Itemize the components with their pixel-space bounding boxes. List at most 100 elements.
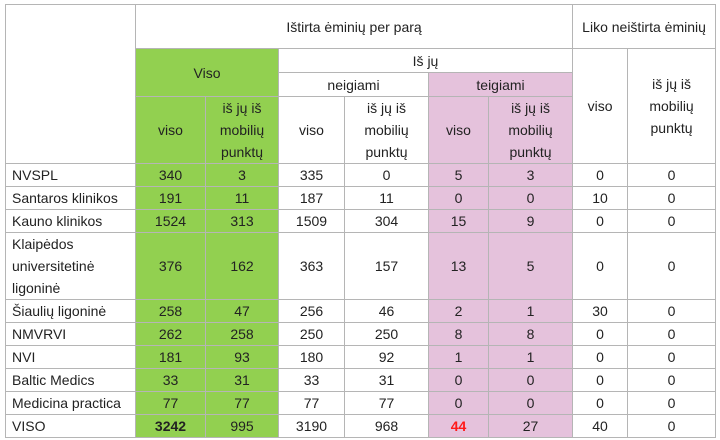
row-label: NVI [5,345,136,369]
value-cell: 258 [135,299,206,323]
value-cell: 13 [428,232,489,300]
value-cell: 2 [428,299,489,323]
value-cell: 0 [572,345,629,369]
value-cell: 162 [205,232,279,300]
value-cell: 47 [205,299,279,323]
value-cell: 181 [135,345,206,369]
header-cell: iš jų iš mobilių punktų [627,48,717,164]
value-cell: 11 [344,186,429,210]
value-cell: 1 [487,345,574,369]
value-cell: 46 [344,299,429,323]
value-cell: 262 [135,322,206,346]
data-row: VISO 3242 995 3190 968 44 27 40 0 [5,414,717,438]
data-row: NMVRVI 262 258 250 250 8 8 0 0 [5,322,717,346]
header-cell: Liko neištirta ėminių [572,4,717,49]
value-cell: 0 [572,209,629,233]
value-cell: 0 [627,186,717,210]
data-row: Medicina practica 77 77 77 77 0 0 0 0 [5,391,717,415]
value-cell: 0 [428,391,489,415]
value-cell: 256 [278,299,345,323]
value-cell: 31 [205,368,279,392]
value-cell: 250 [278,322,345,346]
value-cell: 0 [572,368,629,392]
value-cell: 0 [627,345,717,369]
value-cell: 10 [572,186,629,210]
value-cell: 0 [428,186,489,210]
header-row: Ištirta ėminių per parą Liko neištirta ė… [5,4,717,164]
value-cell: 0 [627,209,717,233]
data-row: Santaros klinikos 191 11 187 11 0 0 10 0 [5,186,717,210]
value-cell: 250 [344,322,429,346]
row-label: Medicina practica [5,391,136,415]
header-cell: teigiami [427,72,574,97]
value-cell: 191 [135,186,206,210]
data-row: Baltic Medics 33 31 33 31 0 0 0 0 [5,368,717,392]
value-cell: 5 [428,163,489,187]
value-cell: 15 [428,209,489,233]
value-cell: 3 [205,163,279,187]
value-cell: 92 [344,345,429,369]
value-cell: 77 [278,391,345,415]
value-cell: 5 [487,232,574,300]
header-cell: viso [572,48,629,164]
value-cell: 1 [428,345,489,369]
header-cell: iš jų iš mobilių punktų [487,96,574,164]
value-cell: 995 [205,414,279,438]
value-cell: 3190 [278,414,345,438]
row-label: Santaros klinikos [5,186,136,210]
value-cell: 30 [572,299,629,323]
value-cell: 31 [344,368,429,392]
value-cell: 93 [205,345,279,369]
value-cell: 33 [278,368,345,392]
corner-cell [5,4,136,164]
value-cell: 77 [135,391,206,415]
header-row: neigiami teigiami [6,72,716,97]
value-cell: 0 [572,391,629,415]
header-cell: viso [278,96,345,164]
value-cell: 0 [344,163,429,187]
value-cell: 258 [205,322,279,346]
value-cell: 33 [135,368,206,392]
header-cell: Viso [135,48,279,97]
value-cell: 77 [205,391,279,415]
value-cell: 0 [572,322,629,346]
value-cell: 1 [487,299,574,323]
value-cell: 0 [627,163,717,187]
value-cell: 77 [344,391,429,415]
header-row: Viso Iš jų viso iš jų iš mobilių punktų [6,48,717,164]
value-cell: 157 [344,232,429,300]
value-cell: 335 [278,163,345,187]
value-cell: 40 [572,414,629,438]
value-cell: 1524 [135,209,206,233]
header-cell: viso [428,96,489,164]
value-cell: 0 [487,368,574,392]
value-cell: 44 [428,414,489,438]
value-cell: 0 [487,391,574,415]
value-cell: 340 [135,163,206,187]
value-cell: 0 [627,368,717,392]
value-cell: 363 [278,232,345,300]
value-cell: 0 [627,299,717,323]
value-cell: 304 [344,209,429,233]
row-label: NVSPL [5,163,136,187]
value-cell: 180 [278,345,345,369]
value-cell: 8 [428,322,489,346]
row-label: VISO [5,414,136,438]
value-cell: 11 [205,186,279,210]
value-cell: 8 [487,322,574,346]
value-cell: 0 [627,414,717,438]
header-cell: iš jų iš mobilių punktų [205,96,279,164]
header-cell: viso [135,96,206,164]
data-row: Šiaulių ligoninė 258 47 256 46 2 1 30 0 [5,299,717,323]
value-cell: 0 [428,368,489,392]
value-cell: 1509 [278,209,345,233]
row-label: Klaipėdos universitetinė ligoninė [5,232,136,300]
value-cell: 0 [487,186,574,210]
results-table: Ištirta ėminių per parą Liko neištirta ė… [5,4,717,438]
value-cell: 187 [278,186,345,210]
value-cell: 968 [344,414,429,438]
value-cell: 0 [572,163,629,187]
header-cell: Iš jų [277,48,574,73]
data-row: Kauno klinikos 1524 313 1509 304 15 9 0 0 [5,209,717,233]
